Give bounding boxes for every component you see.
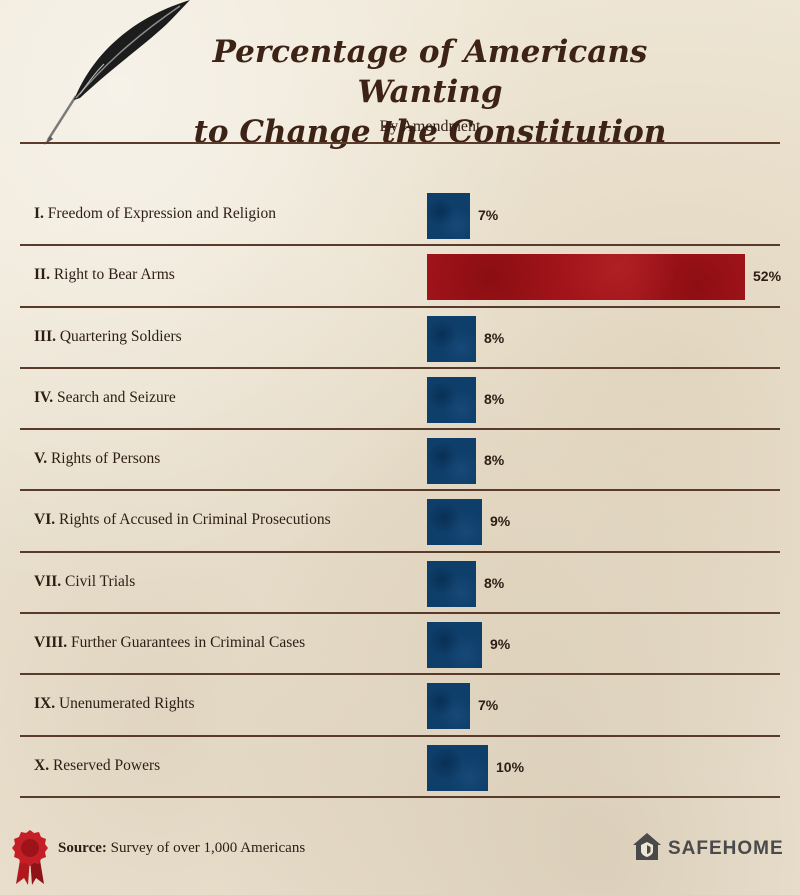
bar-row: X. Reserved Powers 10% [0,737,800,798]
brand-name: SAFEHOME [668,838,784,859]
amendment-name: Unenumerated Rights [58,695,195,713]
wax-seal-ribbon-icon [12,830,48,885]
bar-row: VII. Civil Trials 8% [0,553,800,615]
bar-row: III. Quartering Soldiers 8% [0,308,800,369]
data-label: 7% [478,697,499,714]
amendment-name: Quartering Soldiers [59,327,182,345]
bar [427,622,482,669]
quill-pen-icon [44,0,190,145]
chart-subtitle: By Amendment [379,118,481,135]
row-divider [20,673,780,676]
bar-row: VI. Rights of Accused in Criminal Prosec… [0,491,800,553]
category-label: VII. Civil Trials [34,573,135,591]
amendment-numeral: II. [34,266,50,284]
data-label: 9% [490,636,511,653]
title-divider [20,142,780,144]
category-label: III. Quartering Soldiers [34,328,182,346]
bar [427,499,482,546]
data-label: 8% [484,390,505,407]
category-label: V. Rights of Persons [34,450,160,468]
row-divider [20,795,780,798]
data-label: 9% [490,513,511,530]
bar [427,254,745,301]
row-divider [20,366,780,369]
amendment-numeral: IV. [34,388,54,406]
data-label: 8% [484,452,505,469]
safehome-logo: SAFEHOME [632,832,784,866]
row-divider [20,305,780,308]
bar [427,560,476,607]
source-note: Source: Survey of over 1,000 Americans [58,840,305,857]
amendment-name: Reserved Powers [52,756,161,774]
category-label: I. Freedom of Expression and Religion [34,205,276,223]
chart-title: Percentage of Americans Wanting to Chang… [150,32,710,152]
row-divider [20,428,780,431]
data-label: 7% [478,207,499,223]
amendment-numeral: V. [34,450,48,468]
bar [427,438,476,485]
bar-row: II. Right to Bear Arms 52% [0,246,800,308]
amendment-numeral: VI. [34,511,56,529]
amendment-numeral: I. [34,205,44,222]
amendment-name: Search and Seizure [56,388,176,406]
bar [427,315,476,362]
bar [427,744,488,791]
category-label: IV. Search and Seizure [34,389,176,407]
bar-chart: I. Freedom of Expression and Religion 7% I… [0,185,800,798]
bar-row: IX. Unenumerated Rights 7% [0,675,800,737]
amendment-numeral: III. [34,327,56,345]
category-label: X. Reserved Powers [34,757,160,775]
source-label: Source: [58,840,107,856]
row-divider [20,244,780,247]
chart-title-line-2: to Change the Constitution [193,114,667,150]
data-label: 10% [496,758,525,775]
data-label: 8% [484,574,505,591]
row-divider [20,612,780,615]
bar-row: IV. Search and Seizure 8% [0,369,800,431]
amendment-name: Freedom of Expression and Religion [47,205,276,222]
bar-row: V. Rights of Persons 8% [0,430,800,492]
bar [427,683,470,730]
bar-row: VIII. Further Guarantees in Criminal Cas… [0,614,800,676]
row-divider [20,550,780,553]
amendment-numeral: X. [34,756,50,774]
amendment-numeral: VII. [34,572,62,590]
data-label: 8% [484,329,505,346]
bar-row: I. Freedom of Expression and Religion 7% [0,185,800,247]
category-label: II. Right to Bear Arms [34,266,175,284]
bar [427,376,476,423]
row-divider [20,489,780,492]
amendment-name: Rights of Persons [50,450,161,468]
source-text: Survey of over 1,000 Americans [106,840,306,856]
amendment-name: Further Guarantees in Criminal Cases [71,634,306,652]
amendment-numeral: VIII. [34,634,68,652]
bar [427,193,470,239]
chart-title-line-1: Percentage of Americans Wanting [212,34,648,110]
amendment-numeral: IX. [34,695,56,713]
amendment-name: Right to Bear Arms [53,266,175,284]
data-label: 52% [753,268,782,285]
house-shield-icon [633,833,661,860]
row-divider [20,734,780,737]
category-label: IX. Unenumerated Rights [34,695,195,713]
category-label: VIII. Further Guarantees in Criminal Cas… [34,634,305,652]
category-label: VI. Rights of Accused in Criminal Prosec… [34,511,331,529]
amendment-name: Civil Trials [65,572,136,590]
amendment-name: Rights of Accused in Criminal Prosecutio… [58,511,331,529]
